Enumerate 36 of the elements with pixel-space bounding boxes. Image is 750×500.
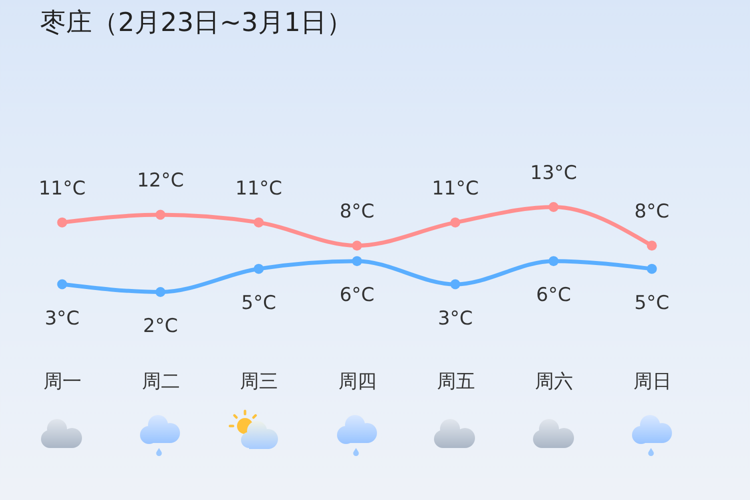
data-label: 6°C (536, 284, 571, 306)
point (352, 256, 362, 266)
data-label: 5°C (241, 292, 276, 314)
point (352, 240, 362, 251)
point (548, 256, 559, 266)
x-tick-label: 周三 (240, 370, 278, 392)
data-label: 13°C (530, 162, 578, 184)
point (646, 240, 657, 251)
point (57, 217, 68, 228)
data-label: 3°C (438, 307, 473, 330)
chart-title: 枣庄（2月23日~3月1日） (40, 8, 352, 38)
point (646, 264, 657, 274)
point (450, 279, 460, 290)
point (450, 217, 460, 228)
data-label: 6°C (340, 284, 374, 306)
data-label: 11°C (235, 177, 282, 200)
data-label: 2°C (143, 315, 178, 337)
x-tick-label: 周五 (436, 370, 475, 392)
x-tick-label: 周一 (44, 370, 82, 392)
data-label: 3°C (44, 307, 80, 330)
x-tick-label: 周四 (338, 370, 376, 392)
point (155, 210, 166, 220)
data-label: 8°C (634, 200, 670, 223)
point (254, 217, 264, 228)
data-label: 11°C (432, 177, 479, 200)
point (155, 287, 166, 297)
data-label: 12°C (136, 170, 184, 192)
x-tick-label: 周日 (633, 370, 672, 392)
point (57, 279, 68, 290)
data-label: 5°C (634, 292, 670, 314)
x-tick-label: 周二 (142, 370, 180, 392)
point (548, 202, 559, 212)
point (254, 264, 264, 274)
data-label: 11°C (38, 177, 86, 200)
data-label: 8°C (340, 200, 374, 223)
x-tick-label: 周六 (535, 370, 574, 392)
